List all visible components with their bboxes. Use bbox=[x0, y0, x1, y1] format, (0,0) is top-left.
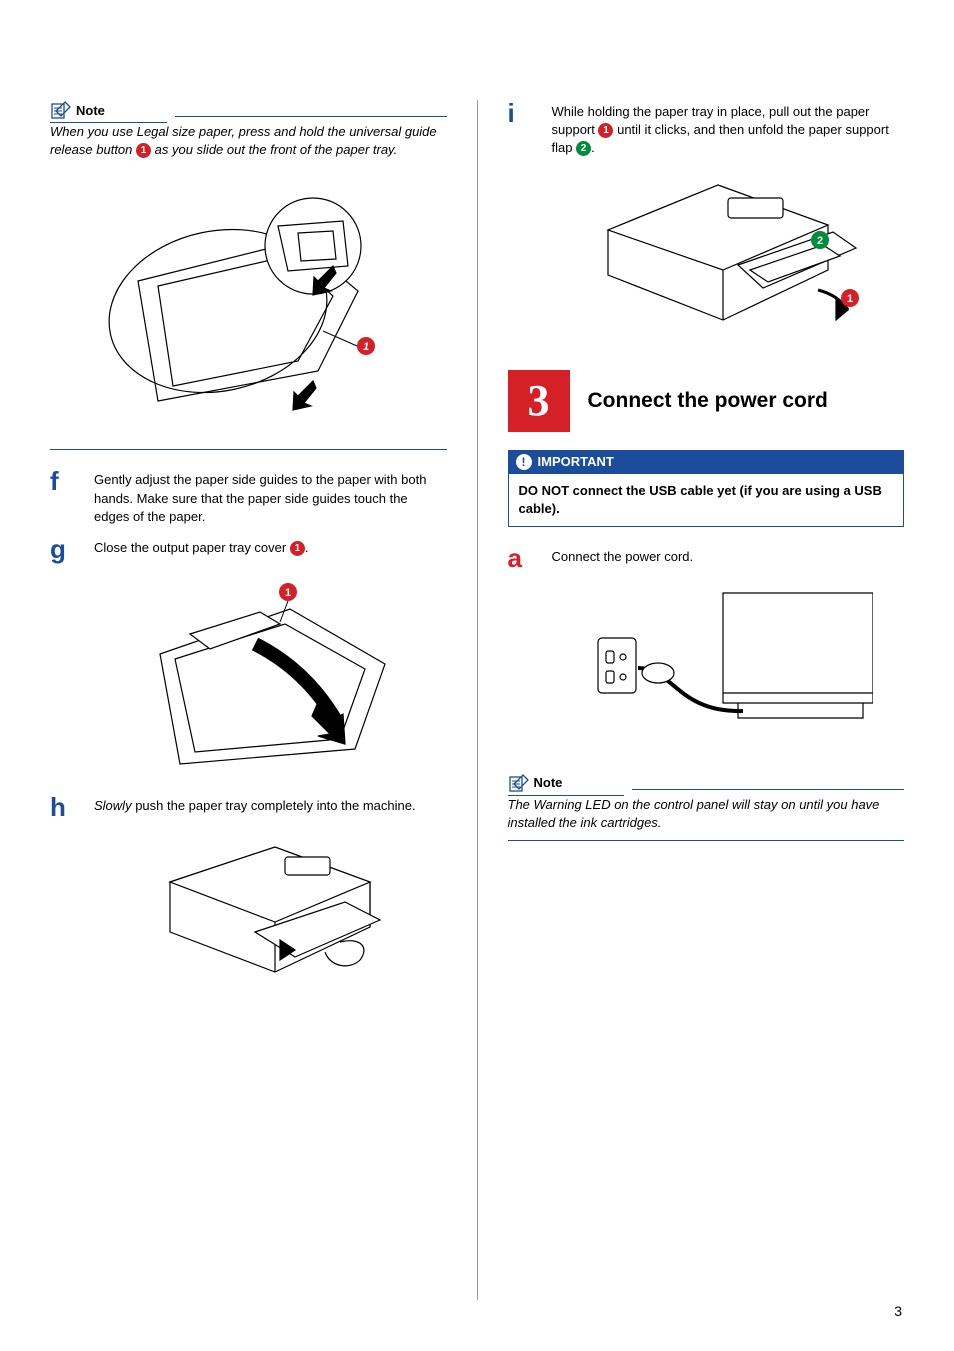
step-i-after: . bbox=[591, 140, 595, 155]
step-f: f Gently adjust the paper side guides to… bbox=[50, 468, 447, 526]
step-i: i While holding the paper tray in place,… bbox=[508, 100, 905, 158]
step-f-text: Gently adjust the paper side guides to t… bbox=[94, 468, 447, 526]
step-letter-i: i bbox=[508, 100, 552, 158]
note-icon bbox=[508, 773, 530, 793]
step-i-text: While holding the paper tray in place, p… bbox=[552, 100, 905, 158]
step-g-after: . bbox=[305, 540, 309, 555]
marker-1-icon: 1 bbox=[598, 123, 613, 138]
svg-text:1: 1 bbox=[847, 293, 853, 305]
step-h-text: Slowly push the paper tray completely in… bbox=[94, 794, 447, 820]
step-g-text: Close the output paper tray cover 1. bbox=[94, 536, 447, 562]
step-g: g Close the output paper tray cover 1. bbox=[50, 536, 447, 562]
section-3-header: 3 Connect the power cord bbox=[508, 370, 905, 432]
figure-step-a bbox=[552, 583, 905, 753]
marker-1-icon: 1 bbox=[136, 143, 151, 158]
step-letter-a: a bbox=[508, 545, 552, 571]
step-letter-h: h bbox=[50, 794, 94, 820]
marker-1-icon: 1 bbox=[290, 541, 305, 556]
figure-step-h bbox=[94, 832, 447, 992]
note-label: Note bbox=[76, 103, 105, 118]
svg-text:2: 2 bbox=[817, 235, 823, 247]
note-label: Note bbox=[534, 775, 563, 790]
section-title: Connect the power cord bbox=[588, 389, 828, 413]
note-warning-led: Note The Warning LED on the control pane… bbox=[508, 773, 905, 841]
step-letter-g: g bbox=[50, 536, 94, 562]
important-box: ! IMPORTANT DO NOT connect the USB cable… bbox=[508, 450, 905, 527]
important-icon: ! bbox=[516, 454, 532, 470]
svg-text:1: 1 bbox=[363, 341, 369, 353]
page-number: 3 bbox=[894, 1303, 902, 1319]
step-h-em: Slowly bbox=[94, 798, 132, 813]
note-body: The Warning LED on the control panel wil… bbox=[508, 796, 905, 841]
note-body: When you use Legal size paper, press and… bbox=[50, 123, 447, 450]
left-column: Note When you use Legal size paper, pres… bbox=[50, 100, 447, 1311]
step-a: a Connect the power cord. bbox=[508, 545, 905, 571]
right-column: i While holding the paper tray in place,… bbox=[508, 100, 905, 1311]
marker-2-icon: 2 bbox=[576, 141, 591, 156]
note-icon bbox=[50, 100, 72, 120]
svg-text:1: 1 bbox=[285, 587, 291, 599]
page-container: Note When you use Legal size paper, pres… bbox=[0, 0, 954, 1351]
figure-step-i: 2 1 bbox=[552, 170, 905, 350]
step-a-text: Connect the power cord. bbox=[552, 545, 905, 571]
important-body: DO NOT connect the USB cable yet (if you… bbox=[508, 474, 905, 527]
note-legal-paper: Note When you use Legal size paper, pres… bbox=[50, 100, 447, 450]
note-header: Note bbox=[50, 100, 447, 123]
figure-legal-paper: 1 bbox=[50, 171, 447, 421]
column-divider bbox=[477, 100, 478, 1300]
note-text-after: as you slide out the front of the paper … bbox=[151, 142, 397, 157]
note-header: Note bbox=[508, 773, 905, 796]
figure-step-g: 1 bbox=[94, 574, 447, 774]
step-letter-f: f bbox=[50, 468, 94, 526]
step-g-before: Close the output paper tray cover bbox=[94, 540, 290, 555]
important-label: IMPORTANT bbox=[538, 454, 614, 469]
step-h: h Slowly push the paper tray completely … bbox=[50, 794, 447, 820]
step-h-after: push the paper tray completely into the … bbox=[132, 798, 416, 813]
section-number: 3 bbox=[508, 370, 570, 432]
important-header: ! IMPORTANT bbox=[508, 450, 905, 474]
